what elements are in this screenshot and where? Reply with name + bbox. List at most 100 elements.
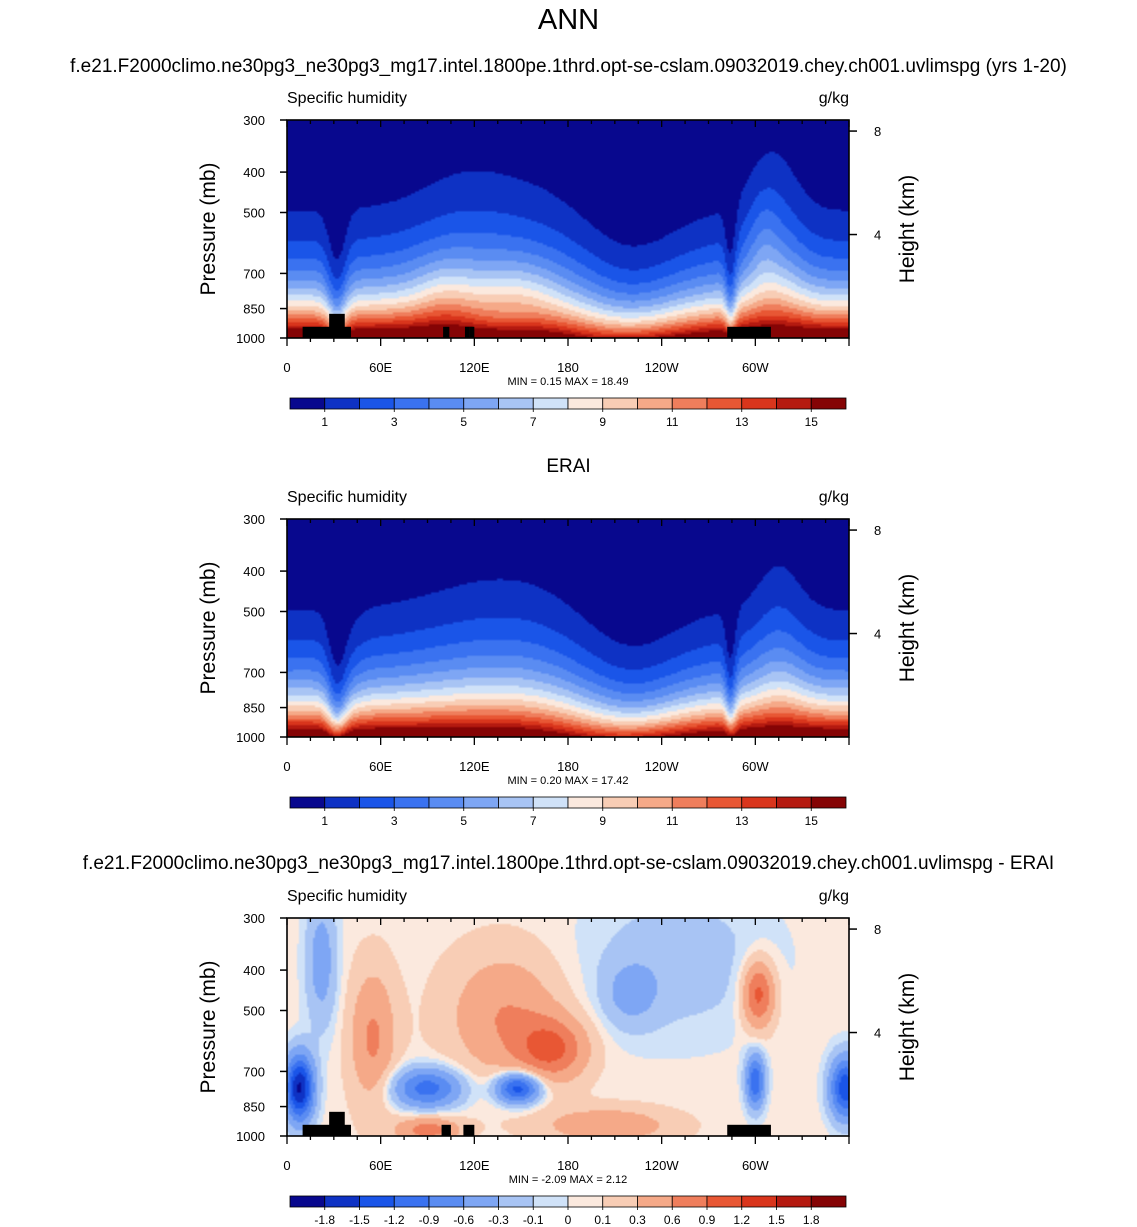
height-tick-label: 4: [874, 1026, 881, 1041]
colorbar-box: [776, 796, 812, 809]
colorbar-label: 9: [599, 415, 606, 429]
colorbar-label: 0: [565, 1213, 572, 1227]
height-tick-label: 4: [874, 228, 881, 243]
colorbar-box: [706, 1195, 743, 1208]
colorbar-label: 11: [666, 814, 679, 828]
colorbar-box: [810, 1195, 847, 1208]
colorbar-label: 0.9: [699, 1213, 716, 1227]
colorbar-box: [359, 1195, 395, 1208]
y-tick-label: 500: [243, 1003, 265, 1018]
colorbar-box: [532, 397, 569, 410]
height-tick-label: 8: [874, 124, 881, 139]
panel-title: f.e21.F2000climo.ne30pg3_ne30pg3_mg17.in…: [83, 853, 1054, 874]
colorbar-label: 1: [321, 415, 328, 429]
colorbar-box: [393, 1195, 430, 1208]
colorbar-box: [567, 796, 604, 809]
colorbar-box: [428, 796, 465, 809]
height-tick-label: 8: [874, 922, 881, 937]
colorbar-label: 3: [391, 814, 398, 828]
colorbar-box: [810, 796, 847, 809]
colorbar-box: [289, 397, 326, 410]
x-tick-label: 120W: [645, 360, 680, 375]
x-tick-label: 120E: [459, 1158, 490, 1173]
contour-field: [287, 918, 849, 1136]
units-label: g/kg: [819, 90, 849, 107]
colorbar-label: 13: [735, 814, 749, 828]
colorbar-box: [532, 1195, 569, 1208]
colorbar-box: [602, 796, 638, 809]
x-tick-label: 180: [557, 1158, 579, 1173]
y-tick-label: 1000: [236, 1129, 265, 1144]
x-tick-label: 60W: [742, 360, 769, 375]
y-tick-label: 300: [243, 512, 265, 527]
terrain-block: [302, 326, 341, 338]
colorbar-box: [498, 796, 534, 809]
x-tick-label: 60E: [369, 1158, 392, 1173]
colorbar-box: [393, 397, 430, 410]
stats-text: MIN = 0.15 MAX = 18.49: [507, 376, 628, 388]
contour-field: [287, 519, 849, 737]
colorbar-label: 15: [805, 415, 819, 429]
colorbar-box: [602, 1195, 638, 1208]
colorbar-label: 1.2: [733, 1213, 750, 1227]
colorbar-box: [498, 397, 534, 410]
colorbar-label: -0.1: [523, 1213, 544, 1227]
colorbar-box: [393, 796, 430, 809]
x-tick-label: 180: [557, 759, 579, 774]
stats-text: MIN = -2.09 MAX = 2.12: [509, 1174, 628, 1186]
terrain-block: [340, 326, 352, 338]
x-tick-label: 60W: [742, 759, 769, 774]
colorbar-box: [289, 796, 326, 809]
terrain-block: [340, 1124, 352, 1136]
colorbar-box: [637, 1195, 673, 1208]
terrain-block: [469, 326, 475, 338]
colorbar-label: 11: [666, 415, 679, 429]
colorbar-label: 0.6: [664, 1213, 681, 1227]
colorbar-box: [498, 1195, 534, 1208]
colorbar-box: [289, 1195, 326, 1208]
colorbar-label: 1.8: [803, 1213, 820, 1227]
colorbar-label: 3: [391, 415, 398, 429]
colorbar-box: [671, 796, 708, 809]
colorbar-box: [741, 1195, 777, 1208]
colorbar-box: [602, 397, 638, 410]
colorbar-box: [324, 1195, 360, 1208]
field-label: Specific humidity: [287, 888, 407, 905]
y-tick-label: 400: [243, 165, 265, 180]
colorbar-box: [463, 397, 499, 410]
colorbar-box: [637, 397, 673, 410]
colorbar-label: -0.9: [419, 1213, 440, 1227]
colorbar-label: 0.1: [594, 1213, 611, 1227]
y-tick-label: 500: [243, 205, 265, 220]
colorbar-box: [706, 796, 743, 809]
y-axis-title: Pressure (mb): [197, 561, 220, 694]
colorbar-box: [671, 1195, 708, 1208]
colorbar-label: 1.5: [768, 1213, 785, 1227]
colorbar-label: 9: [599, 814, 606, 828]
colorbar-box: [706, 397, 743, 410]
x-tick-label: 180: [557, 360, 579, 375]
height-tick-label: 8: [874, 523, 881, 538]
terrain-block: [464, 326, 470, 338]
units-label: g/kg: [819, 888, 849, 905]
colorbar-box: [463, 1195, 499, 1208]
y-tick-label: 850: [243, 701, 265, 716]
colorbar-box: [810, 397, 847, 410]
colorbar-box: [359, 397, 395, 410]
units-label: g/kg: [819, 489, 849, 506]
y-axis-right-title: Height (km): [896, 175, 919, 284]
colorbar-box: [567, 397, 604, 410]
y-tick-label: 300: [243, 113, 265, 128]
y-tick-label: 400: [243, 963, 265, 978]
y-tick-label: 400: [243, 564, 265, 579]
x-tick-label: 120W: [645, 1158, 680, 1173]
x-tick-label: 120E: [459, 759, 490, 774]
colorbar-label: 15: [805, 814, 819, 828]
x-tick-label: 60E: [369, 360, 392, 375]
colorbar-box: [428, 397, 465, 410]
colorbar-label: 5: [460, 814, 467, 828]
terrain-block: [302, 1124, 341, 1136]
y-tick-label: 500: [243, 604, 265, 619]
